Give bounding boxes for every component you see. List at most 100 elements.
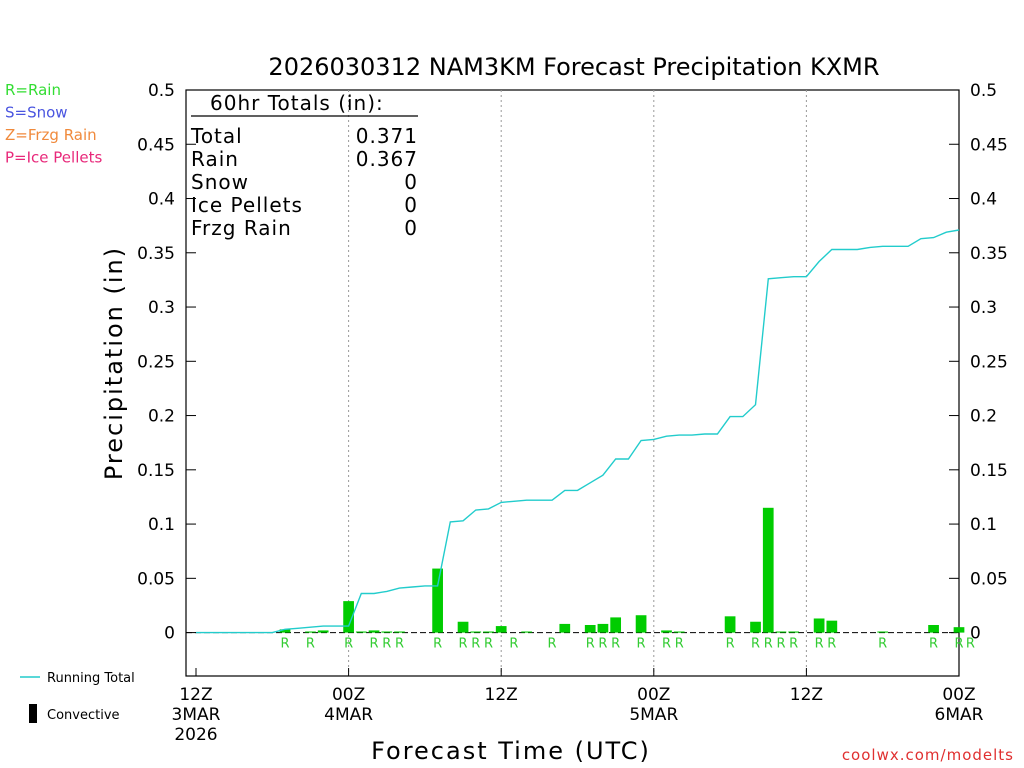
precip-type-marker: R — [954, 637, 963, 652]
precip-type-marker: R — [598, 637, 607, 652]
precip-type-marker: R — [548, 637, 557, 652]
precip-bar — [750, 621, 761, 633]
y-tick-label-left: 0.05 — [137, 569, 175, 589]
y-tick-label-right: 0.1 — [970, 515, 997, 535]
x-tick-label: 6MAR — [935, 705, 984, 725]
precip-type-marker: R — [459, 637, 468, 652]
precip-type-marker: R — [471, 637, 480, 652]
x-tick-label: 12Z — [179, 685, 212, 705]
x-tick-label: 00Z — [332, 685, 365, 705]
credit-text: coolwx.com/modelts — [842, 746, 1014, 764]
y-tick-label-right: 0.5 — [970, 81, 997, 101]
precip-type-marker: R — [637, 637, 646, 652]
precip-bar — [457, 621, 469, 633]
y-tick-label-left: 0.3 — [148, 298, 175, 318]
precip-bar — [279, 629, 291, 633]
precip-type-marker: R — [789, 637, 798, 652]
precip-type-marker: R — [382, 637, 391, 652]
precip-type-marker: R — [764, 637, 773, 652]
precip-type-marker: R — [827, 637, 836, 652]
totals-row-value: 0 — [404, 193, 418, 217]
plot-frame — [185, 89, 960, 677]
x-tick-label: 3MAR — [172, 705, 221, 725]
y-tick-label-left: 0.1 — [148, 515, 175, 535]
totals-row-label: Total — [190, 124, 243, 148]
precip-bar — [877, 631, 889, 633]
y-tick-label-left: 0.45 — [137, 135, 175, 155]
precip-type-marker: R — [966, 637, 975, 652]
y-tick-label-right: 0 — [970, 624, 981, 644]
precip-bar — [559, 623, 571, 633]
precip-type-marker: R — [509, 637, 518, 652]
precip-bar — [394, 631, 405, 633]
precip-bar — [432, 568, 443, 633]
precip-type-marker: R — [306, 637, 315, 652]
y-tick-label-left: 0.15 — [137, 461, 175, 481]
precip-bar — [661, 630, 672, 633]
precip-type-marker: R — [878, 637, 887, 652]
totals-row-label: Ice Pellets — [191, 193, 303, 217]
totals-row-value: 0 — [404, 216, 418, 240]
precip-bar — [826, 620, 838, 633]
precip-bar — [355, 631, 367, 633]
precip-type-marker: R — [484, 637, 493, 652]
precip-type-marker: R — [586, 637, 595, 652]
precip-type-marker: R — [751, 637, 760, 652]
y-tick-label-right: 0.45 — [970, 135, 1008, 155]
legend-convective: Convective — [47, 708, 120, 723]
precip-bar — [470, 631, 482, 633]
y-tick-label-left: 0.25 — [137, 352, 175, 372]
totals-row-label: Rain — [191, 147, 239, 171]
type-legend-item: P=Ice Pellets — [5, 149, 102, 167]
convective-swatch — [29, 704, 37, 723]
precip-type-marker: R — [433, 637, 442, 652]
x-tick-label: 2026 — [174, 725, 217, 745]
precip-bars — [279, 507, 965, 633]
precip-bar — [813, 618, 825, 633]
precip-type-marker: R — [395, 637, 404, 652]
precip-bar — [762, 507, 774, 633]
precip-bar — [368, 630, 380, 633]
precip-type-marker: R — [675, 637, 684, 652]
precip-bar — [928, 624, 939, 633]
y-tick-label-right: 0.35 — [970, 244, 1008, 264]
totals-header: 60hr Totals (in): — [210, 91, 384, 115]
y-tick-label-right: 0.4 — [970, 190, 997, 210]
y-tick-label-left: 0.2 — [148, 407, 175, 427]
precip-bar — [610, 617, 622, 633]
precip-type-marker: R — [370, 637, 379, 652]
totals-box: 60hr Totals (in): Total 0.371 Rain 0.367 Sno… — [190, 91, 418, 240]
x-tick-label: 5MAR — [629, 705, 678, 725]
totals-row-label: Frzg Rain — [191, 216, 292, 240]
y-tick-label-left: 0 — [164, 624, 175, 644]
precip-bar — [584, 624, 596, 633]
x-tick-label: 00Z — [637, 685, 670, 705]
y-axis-ticks: 0 00.05 0.050.1 0.10.15 0.150.2 0.20.25 0.250.… — [137, 81, 1008, 644]
type-legend-item: S=Snow — [5, 104, 68, 122]
x-tick-label: 00Z — [942, 685, 975, 705]
x-tick-label: 4MAR — [324, 705, 373, 725]
type-legend-item: Z=Frzg Rain — [5, 126, 97, 144]
series-legend: Running Total Convective — [20, 671, 135, 723]
precip-bar — [724, 616, 736, 633]
legend-running-total: Running Total — [47, 671, 135, 686]
y-tick-label-right: 0.2 — [970, 407, 997, 427]
x-axis-label: Forecast Time (UTC) — [371, 737, 651, 765]
precip-bar — [635, 615, 647, 633]
precip-type-marker: R — [815, 637, 824, 652]
precip-type-marker: R — [726, 637, 735, 652]
y-axis-label: Precipitation (in) — [100, 246, 128, 480]
y-tick-label-right: 0.05 — [970, 569, 1008, 589]
precip-type-marker: R — [611, 637, 620, 652]
totals-row-label: Snow — [191, 170, 249, 194]
precip-bar — [305, 631, 316, 633]
y-tick-label-right: 0.3 — [970, 298, 997, 318]
totals-row-value: 0.367 — [356, 147, 418, 171]
y-tick-label-right: 0.25 — [970, 352, 1008, 372]
y-tick-label-left: 0.5 — [148, 81, 175, 101]
precip-bar — [597, 623, 609, 633]
chart-title: 2026030312 NAM3KM Forecast Precipitation… — [268, 53, 879, 81]
running-total-line — [196, 229, 960, 634]
